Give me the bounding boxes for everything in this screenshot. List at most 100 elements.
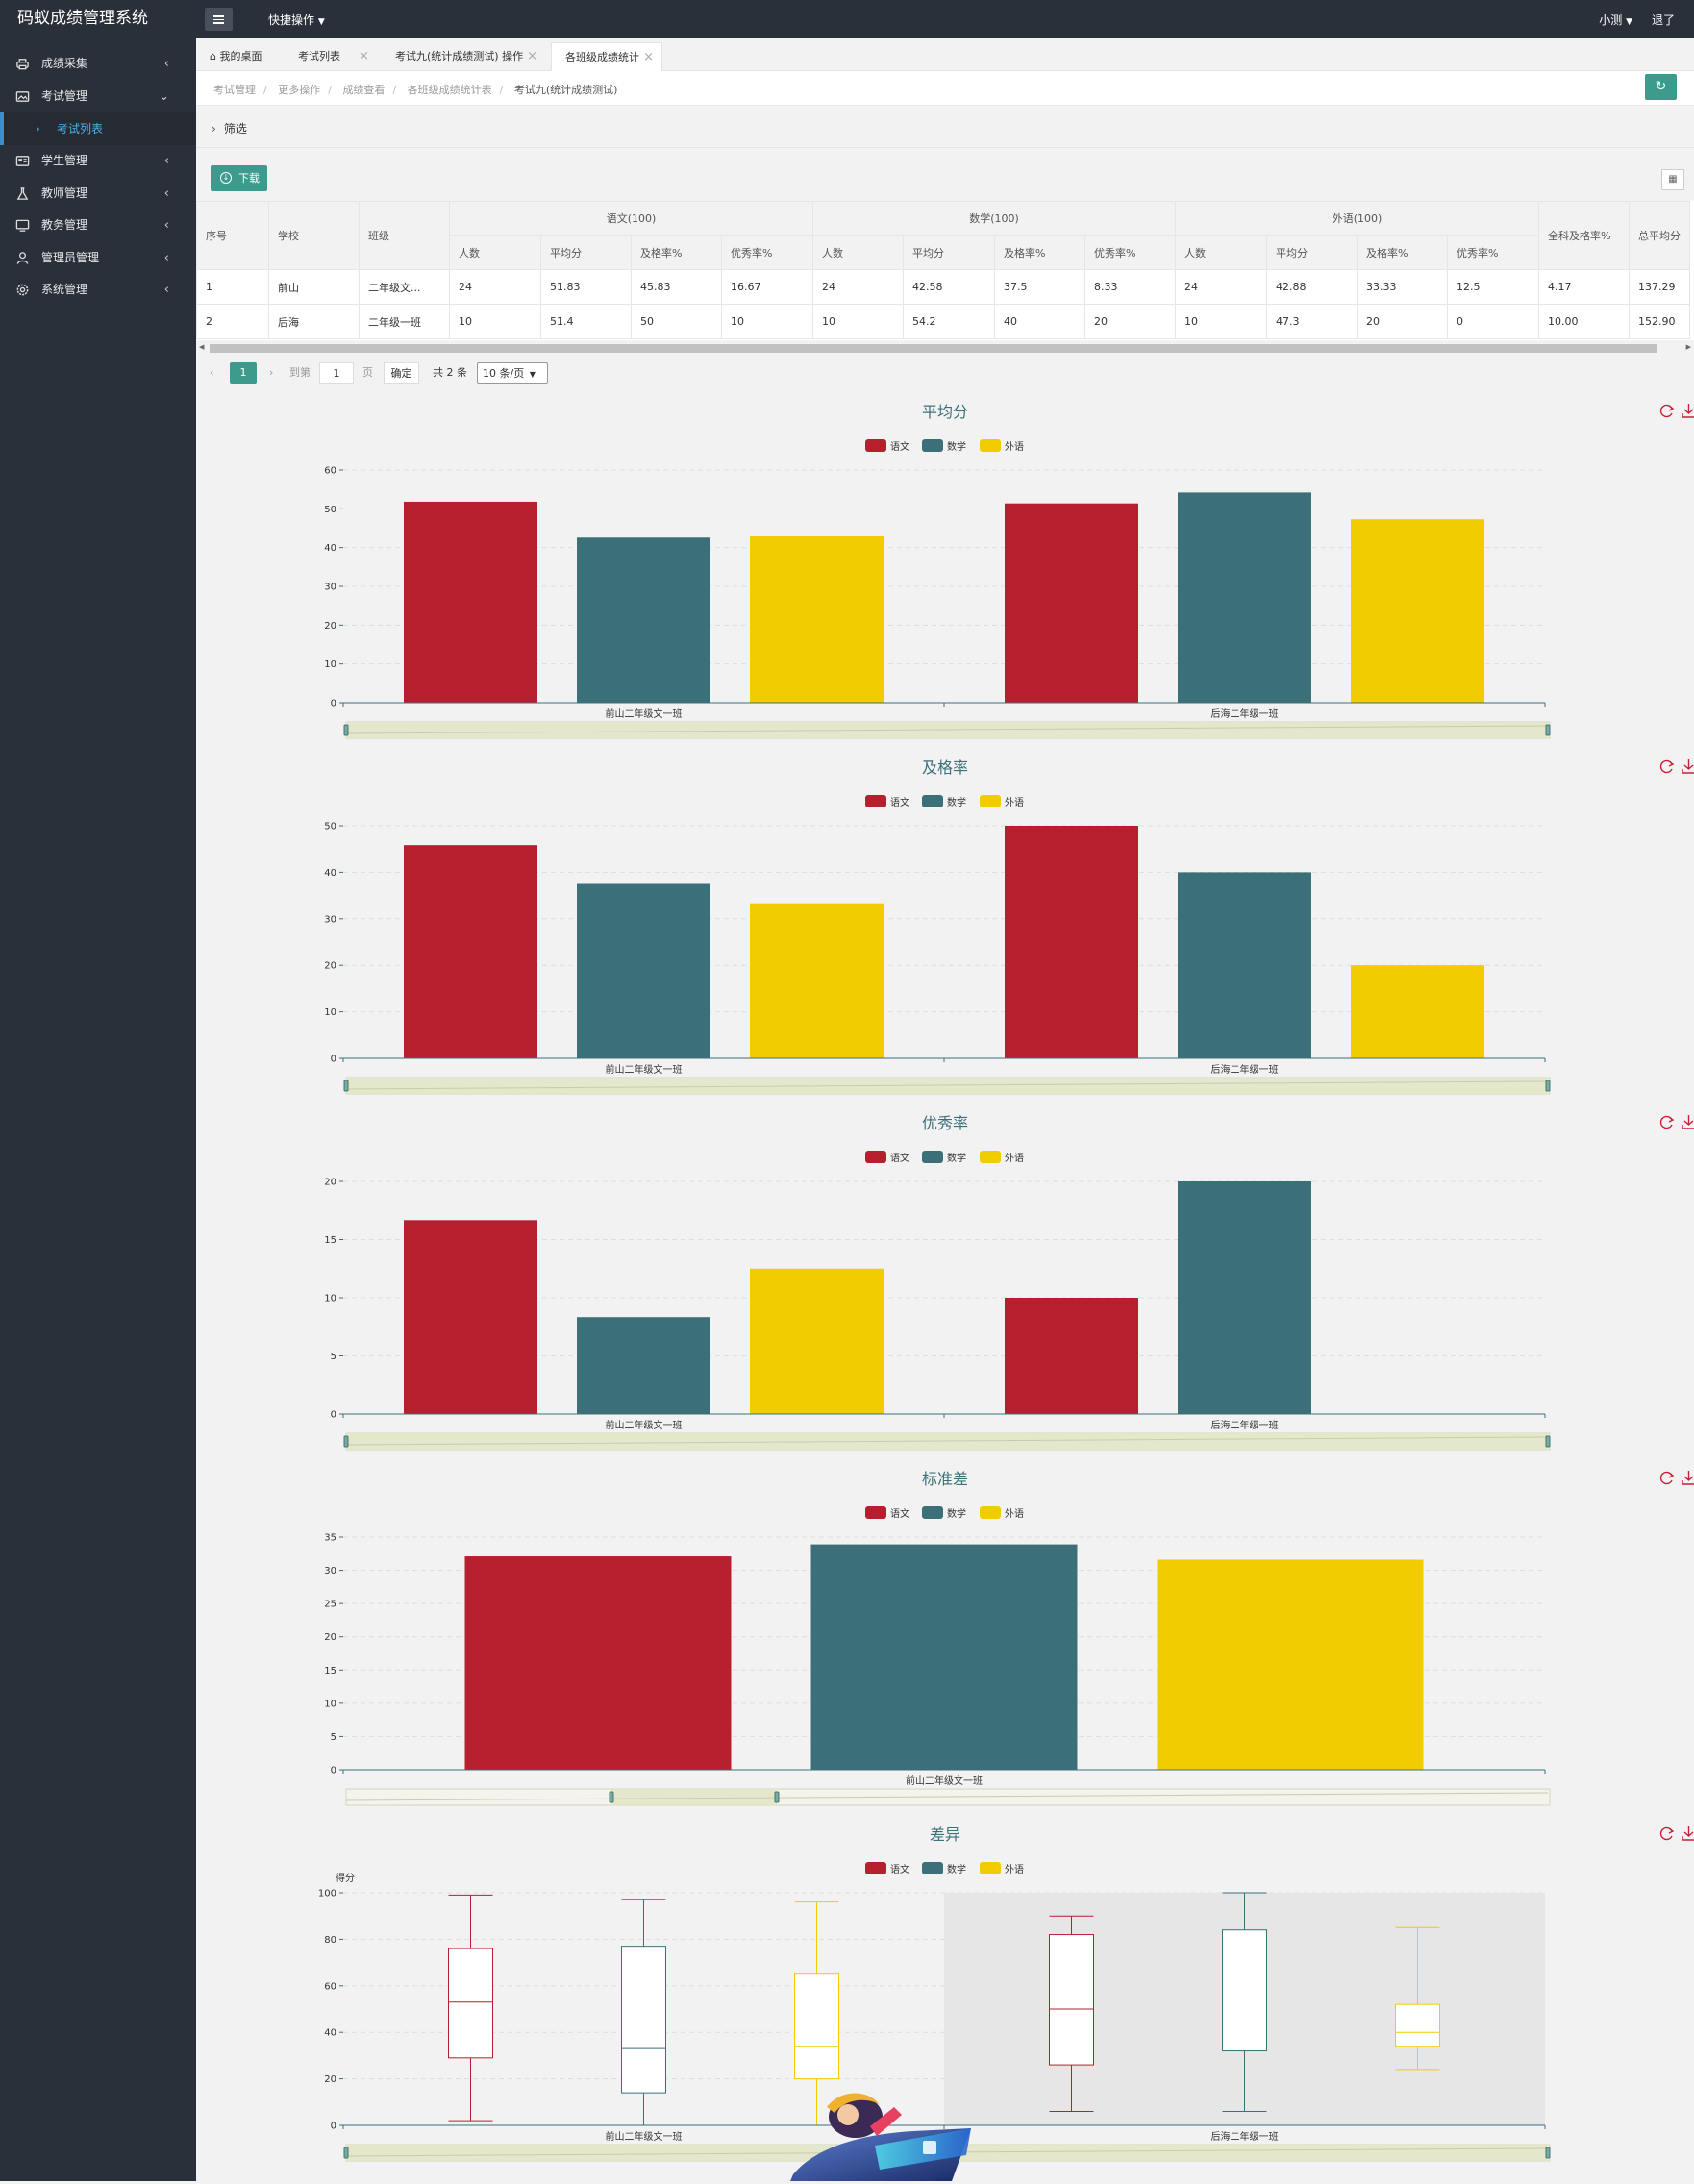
y-tick-label: 5 xyxy=(331,1732,336,1743)
goto-page-input[interactable]: 1 xyxy=(319,362,354,384)
scroll-left-icon[interactable]: ◀ xyxy=(199,343,205,351)
y-tick-label: 35 xyxy=(324,1533,336,1544)
legend-label: 外语 xyxy=(1005,441,1024,453)
sidebar-item-exam[interactable]: 考试管理 ⌄ xyxy=(0,81,196,113)
bar xyxy=(577,883,710,1058)
bar xyxy=(404,845,537,1058)
user-menu[interactable]: 小测 ▼ xyxy=(1599,12,1632,28)
legend-label: 外语 xyxy=(1005,797,1024,808)
quick-actions-menu[interactable]: 快捷操作 ▼ xyxy=(268,12,325,28)
close-icon[interactable]: × xyxy=(359,49,369,63)
cell-seq: 2 xyxy=(196,304,269,339)
box-body xyxy=(448,1948,493,2059)
zoom-slider-handle[interactable] xyxy=(1545,2147,1551,2159)
refresh-icon[interactable] xyxy=(1659,404,1675,418)
cell-value: 10 xyxy=(721,304,813,339)
cell-class: 二年级文... xyxy=(359,269,450,305)
tab-exam-operation[interactable]: 考试九(统计成绩测试) 操作 × xyxy=(382,42,545,71)
tab-class-stats[interactable]: 各班级成绩统计 × xyxy=(551,42,662,71)
sidebar-item-score-collect[interactable]: 成绩采集 ‹ xyxy=(0,48,196,81)
zoom-slider-handle[interactable] xyxy=(343,724,349,736)
x-tick-label: 前山二年级文一班 xyxy=(606,1063,683,1076)
header-count: 人数 xyxy=(1175,235,1267,270)
columns-toggle-button[interactable]: ▦ xyxy=(1661,169,1684,190)
bar xyxy=(1178,1181,1311,1414)
legend-label: 外语 xyxy=(1005,1508,1024,1520)
legend-swatch xyxy=(922,439,943,452)
zoom-slider-handle[interactable] xyxy=(609,1791,614,1803)
legend-label: 外语 xyxy=(1005,1864,1024,1875)
sidebar-item-students[interactable]: 学生管理 ‹ xyxy=(0,145,196,178)
refresh-icon[interactable] xyxy=(1659,759,1675,774)
chevron-left-icon: ‹ xyxy=(163,283,169,297)
logout-link[interactable]: 退了 xyxy=(1651,13,1675,27)
zoom-slider-handle[interactable] xyxy=(774,1791,780,1803)
close-icon[interactable]: × xyxy=(643,50,654,64)
close-icon[interactable]: × xyxy=(527,49,537,63)
breadcrumb-item[interactable]: 各班级成绩统计表 xyxy=(407,84,492,96)
page-current[interactable]: 1 xyxy=(230,362,257,384)
menu-toggle-button[interactable] xyxy=(205,8,233,31)
scrollbar-thumb[interactable] xyxy=(210,344,1657,353)
y-tick-label: 5 xyxy=(331,1352,336,1362)
goto-confirm-button[interactable]: 确定 xyxy=(384,362,419,384)
download-button[interactable]: ↓ 下载 xyxy=(211,165,267,191)
filter-panel[interactable]: › 筛选 xyxy=(196,106,1694,148)
breadcrumb-item[interactable]: 考试管理 xyxy=(213,84,256,96)
zoom-slider-handle[interactable] xyxy=(343,1435,349,1448)
breadcrumb-item[interactable]: 更多操作 xyxy=(278,84,321,96)
refresh-button[interactable]: ↻ xyxy=(1645,74,1677,100)
tab-desktop[interactable]: ⌂ 我的桌面 xyxy=(196,42,280,71)
download-icon[interactable] xyxy=(1682,1115,1694,1129)
table-scrollbar[interactable]: ◀ ▶ xyxy=(196,340,1694,356)
sidebar-item-teachers[interactable]: 教师管理 ‹ xyxy=(0,178,196,211)
zoom-slider-handle[interactable] xyxy=(1545,724,1551,736)
sidebar-item-admins[interactable]: 管理员管理 ‹ xyxy=(0,242,196,275)
refresh-icon: ↻ xyxy=(1655,79,1667,94)
sidebar-item-academic[interactable]: 教务管理 ‹ xyxy=(0,210,196,242)
legend-label: 数学 xyxy=(947,796,966,808)
prev-page-icon[interactable]: ‹ xyxy=(210,366,214,379)
refresh-icon[interactable] xyxy=(1659,1115,1675,1129)
sidebar-item-label: 系统管理 xyxy=(41,283,88,296)
tab-label: 考试列表 xyxy=(298,50,340,62)
zoom-slider-handle[interactable] xyxy=(1545,1080,1551,1092)
y-tick-label: 10 xyxy=(324,1007,336,1018)
breadcrumb: 考试管理 / 更多操作 / 成绩查看 / 各班级成绩统计表 / 考试九(统计成绩测试) xyxy=(213,84,618,96)
tab-label: 我的桌面 xyxy=(219,50,262,62)
header-pass: 及格率% xyxy=(1357,235,1448,270)
total-count: 共 2 条 xyxy=(433,366,467,379)
breadcrumb-item[interactable]: 成绩查看 xyxy=(342,84,386,96)
zoom-slider-handle[interactable] xyxy=(1545,1435,1551,1448)
download-icon[interactable] xyxy=(1682,404,1694,418)
refresh-icon[interactable] xyxy=(1659,1826,1675,1841)
sidebar-item-system[interactable]: 系统管理 ‹ xyxy=(0,274,196,307)
page-size-select[interactable]: 10 条/页 ▼ xyxy=(477,362,548,384)
zoom-slider-handle[interactable] xyxy=(343,2147,349,2159)
chevron-left-icon: ‹ xyxy=(163,57,169,71)
refresh-icon-arrow xyxy=(1668,760,1675,767)
chevron-down-icon: ⌄ xyxy=(159,88,169,104)
tab-exam-list[interactable]: 考试列表 × xyxy=(285,42,377,71)
zoom-slider-handle[interactable] xyxy=(343,1080,349,1092)
bar xyxy=(750,536,884,703)
next-page-icon[interactable]: › xyxy=(269,366,274,379)
cell-value: 42.58 xyxy=(903,269,995,305)
user-icon xyxy=(16,251,29,264)
legend-label: 语文 xyxy=(890,1863,909,1875)
download-icon[interactable] xyxy=(1682,1826,1694,1841)
id-card-icon xyxy=(15,156,30,166)
bar xyxy=(404,501,537,703)
sidebar: 码蚁成绩管理系统 成绩采集 ‹ 考试管理 ⌄ › 考试列表 学生管理 ‹ 教师管… xyxy=(0,0,196,2181)
download-icon[interactable] xyxy=(1682,1471,1694,1485)
zoom-slider-range xyxy=(611,1789,777,1805)
refresh-icon[interactable] xyxy=(1659,1471,1675,1485)
y-tick-label: 25 xyxy=(324,1600,336,1610)
download-icon-shape xyxy=(1682,1115,1694,1129)
cell-all-pass: 10.00 xyxy=(1538,304,1630,339)
download-icon[interactable] xyxy=(1682,759,1694,774)
scroll-right-icon[interactable]: ▶ xyxy=(1685,343,1691,351)
sidebar-item-label: 考试管理 xyxy=(41,88,88,103)
cell-value: 50 xyxy=(631,304,722,339)
sidebar-subitem-exam-list[interactable]: › 考试列表 xyxy=(0,112,196,145)
